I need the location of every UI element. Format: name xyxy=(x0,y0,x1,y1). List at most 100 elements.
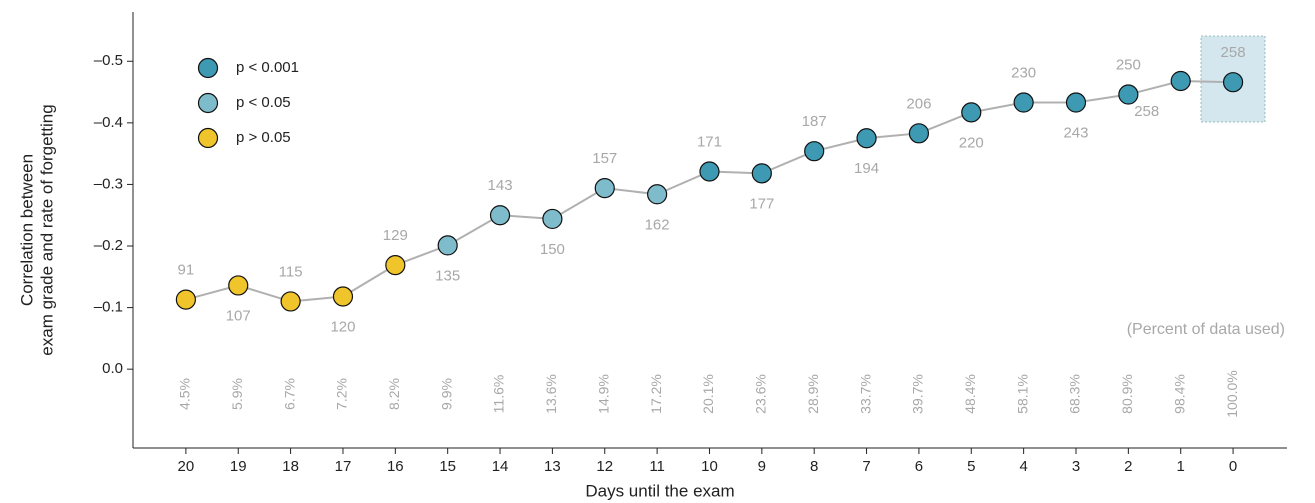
point xyxy=(489,205,511,226)
count-label: 258 xyxy=(1221,44,1246,61)
count-label: 107 xyxy=(226,307,251,324)
count-label: 220 xyxy=(959,134,984,151)
point xyxy=(908,123,930,144)
x-tick-label: 6 xyxy=(915,458,923,475)
percent-label: 13.6% xyxy=(543,374,559,414)
point xyxy=(804,141,825,162)
percent-label: 100.0% xyxy=(1224,370,1240,417)
percent-label: 23.6% xyxy=(753,374,769,414)
x-tick-label: 18 xyxy=(282,458,299,475)
percent-label: 5.9% xyxy=(229,378,245,410)
count-label: 150 xyxy=(540,241,565,258)
count-label: 243 xyxy=(1063,124,1088,141)
count-label: 115 xyxy=(279,263,303,280)
x-tick-label: 15 xyxy=(439,458,456,475)
point xyxy=(1170,70,1191,92)
point xyxy=(961,102,982,123)
x-tick-label: 5 xyxy=(967,458,975,475)
point xyxy=(751,163,772,184)
y-tick-label: –0.2 xyxy=(94,237,123,254)
count-label: 230 xyxy=(1011,64,1036,81)
y-axis-title: Correlation between xyxy=(17,154,36,306)
percent-label: 39.7% xyxy=(910,374,926,414)
y-tick-label: –0.3 xyxy=(94,175,123,192)
x-tick-label: 9 xyxy=(758,458,766,475)
legend-label: p > 0.05 xyxy=(236,129,291,146)
point xyxy=(280,291,301,312)
point xyxy=(699,161,720,182)
x-tick-label: 7 xyxy=(862,458,870,475)
point xyxy=(647,184,668,205)
x-tick-label: 10 xyxy=(701,458,718,475)
line xyxy=(185,79,1234,303)
x-tick-label: 12 xyxy=(596,458,613,475)
point xyxy=(1013,92,1034,113)
point xyxy=(332,286,354,307)
percent-label: 4.5% xyxy=(177,378,193,410)
count-label: 157 xyxy=(592,150,617,167)
percent-label: 17.2% xyxy=(648,374,664,414)
percent-label: 80.9% xyxy=(1119,374,1135,414)
percent-label: 68.3% xyxy=(1067,374,1083,414)
count-label: 194 xyxy=(854,160,879,177)
y-tick-label: –0.1 xyxy=(94,299,123,316)
percent-label: 33.7% xyxy=(857,374,873,414)
count-label: 206 xyxy=(906,95,931,112)
x-tick-label: 3 xyxy=(1072,458,1080,475)
percent-label: 7.2% xyxy=(334,378,350,410)
point xyxy=(1222,72,1244,93)
count-label: 258 xyxy=(1134,103,1159,120)
percent-label: 6.7% xyxy=(281,378,297,410)
y-tick-label: –0.4 xyxy=(94,114,123,131)
y-tick-label: –0.5 xyxy=(94,52,123,69)
percent-title: (Percent of data used) xyxy=(1127,321,1285,338)
x-tick-label: 1 xyxy=(1177,458,1185,475)
point xyxy=(1065,92,1087,113)
x-tick-label: 14 xyxy=(492,458,509,475)
percent-label: 9.9% xyxy=(438,378,454,410)
point xyxy=(594,178,615,199)
legend-marker xyxy=(197,57,219,79)
point xyxy=(856,128,877,149)
x-tick-label: 13 xyxy=(544,458,561,475)
point xyxy=(1118,84,1139,105)
count-label: 177 xyxy=(749,195,774,212)
x-tick-label: 16 xyxy=(387,458,404,475)
percent-label: 48.4% xyxy=(962,374,978,414)
x-tick-label: 11 xyxy=(649,458,665,475)
x-axis-title: Days until the exam xyxy=(585,481,734,500)
y-axis-title: exam grade and rate of forgetting xyxy=(37,104,56,355)
x-tick-label: 2 xyxy=(1124,458,1132,475)
percent-label: 14.9% xyxy=(595,374,611,414)
x-tick-label: 4 xyxy=(1019,458,1027,475)
count-label: 143 xyxy=(488,177,513,194)
point xyxy=(228,275,249,296)
x-tick-label: 19 xyxy=(230,458,247,475)
x-tick-label: 8 xyxy=(810,458,818,475)
x-tick-label: 0 xyxy=(1229,458,1237,475)
point xyxy=(437,235,458,256)
x-tick-label: 20 xyxy=(178,458,195,475)
count-label: 162 xyxy=(645,216,670,233)
count-label: 250 xyxy=(1116,56,1141,73)
legend-label: p < 0.001 xyxy=(236,59,299,76)
percent-label: 28.9% xyxy=(805,374,821,414)
count-label: 129 xyxy=(383,227,408,244)
y-tick-label: 0.0 xyxy=(102,360,123,377)
count-label: 120 xyxy=(330,318,355,335)
point xyxy=(385,255,406,276)
count-label: 91 xyxy=(178,262,195,279)
legend-marker xyxy=(197,92,219,114)
legend-label: p < 0.05 xyxy=(236,94,291,111)
legend-marker xyxy=(197,127,219,149)
percent-label: 11.6% xyxy=(491,375,507,414)
count-label: 187 xyxy=(802,113,827,130)
percent-label: 58.1% xyxy=(1014,374,1030,414)
count-label: 135 xyxy=(435,267,460,284)
point xyxy=(175,289,196,310)
percent-label: 20.1% xyxy=(700,374,716,414)
count-label: 171 xyxy=(697,133,722,150)
x-tick-label: 17 xyxy=(335,458,352,475)
percent-label: 8.2% xyxy=(386,378,402,410)
